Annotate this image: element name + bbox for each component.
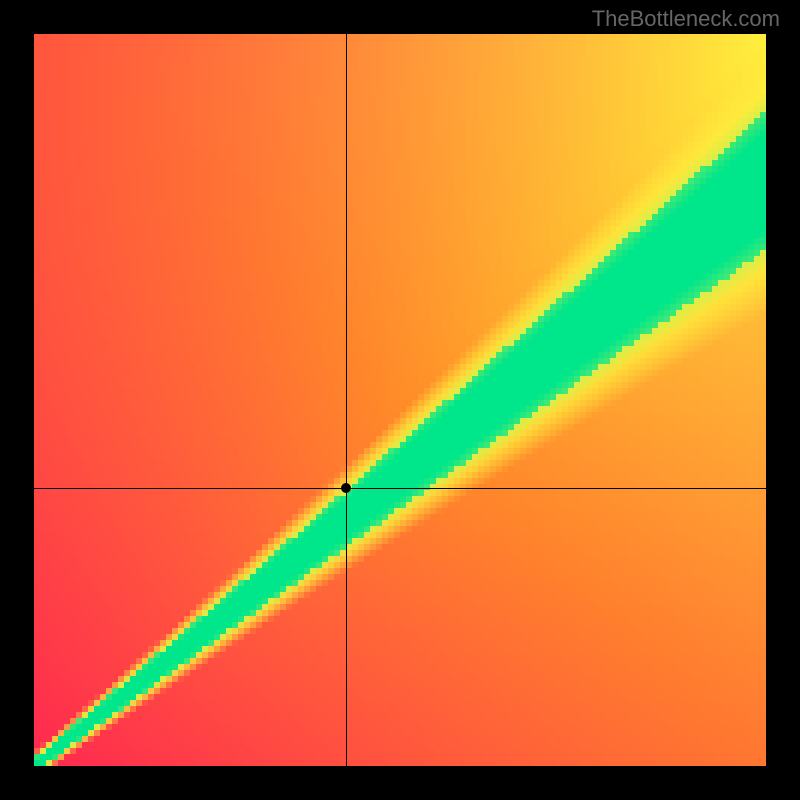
chart-container: TheBottleneck.com — [0, 0, 800, 800]
plot-area — [34, 34, 766, 766]
watermark-text: TheBottleneck.com — [592, 6, 780, 32]
crosshair-horizontal — [34, 488, 766, 489]
point-marker — [341, 483, 351, 493]
crosshair-vertical — [346, 34, 347, 766]
heatmap-canvas — [34, 34, 766, 766]
